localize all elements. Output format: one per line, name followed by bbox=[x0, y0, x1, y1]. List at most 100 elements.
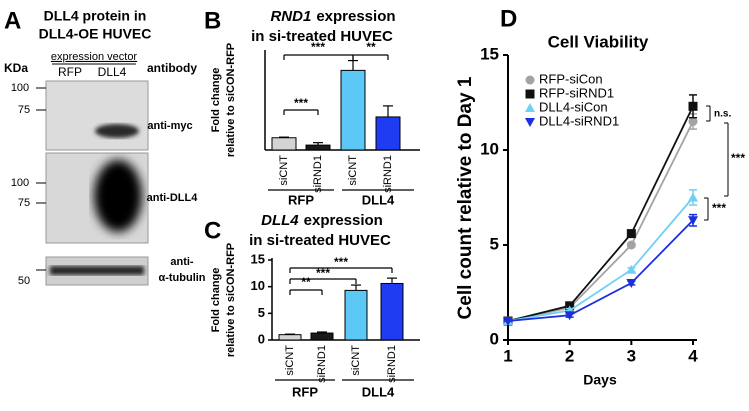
series-line bbox=[507, 219, 694, 322]
antibody-label: α-tubulin bbox=[158, 272, 205, 284]
group-label: DLL4 bbox=[362, 384, 395, 399]
title-gene: RND1 bbox=[270, 8, 311, 25]
significance: *** bbox=[316, 266, 330, 280]
mw-marker: 100 bbox=[11, 177, 29, 189]
x-tick-label: siRND1 bbox=[316, 345, 328, 383]
x-tick-label: 2 bbox=[565, 346, 574, 365]
marker bbox=[688, 101, 698, 111]
marker bbox=[626, 279, 637, 288]
x-tick-label: 1 bbox=[503, 346, 512, 365]
title-gene: DLL4 bbox=[261, 212, 299, 229]
y-axis-label: relative to siCON-RFP bbox=[225, 243, 237, 357]
legend-label: RFP-siCon bbox=[539, 71, 603, 86]
bar bbox=[278, 334, 302, 341]
antibody-label: anti-DLL4 bbox=[147, 192, 199, 204]
panel-letter: C bbox=[204, 217, 221, 244]
blot bbox=[45, 80, 149, 151]
significance: *** bbox=[311, 40, 325, 54]
mw-marker: 75 bbox=[18, 197, 30, 209]
x-axis-label: Days bbox=[583, 372, 617, 388]
antibody-header: antibody bbox=[147, 61, 197, 75]
legend-label: RFP-siRND1 bbox=[539, 85, 614, 100]
x-tick-label: siCNT bbox=[347, 155, 359, 186]
legend-label: DLL4-siCon bbox=[539, 99, 608, 114]
antibody-label: anti-myc bbox=[147, 120, 192, 132]
significance: *** bbox=[731, 151, 745, 165]
panel-title: DLL4 protein in bbox=[44, 8, 147, 24]
x-tick-label: siRND1 bbox=[382, 155, 394, 193]
chart-title: Cell Viability bbox=[548, 32, 649, 51]
panel-letter: B bbox=[204, 7, 221, 34]
bar bbox=[305, 144, 331, 151]
series-line bbox=[507, 121, 694, 322]
title-text: expression bbox=[316, 8, 395, 25]
chart-title: DLL4 expression bbox=[261, 212, 383, 229]
y-tick-label: 0 bbox=[258, 331, 265, 346]
significance: n.s. bbox=[714, 109, 731, 120]
vector-label: expression vector bbox=[51, 51, 138, 63]
bar bbox=[344, 289, 368, 341]
marker bbox=[626, 264, 637, 274]
lane-label: RFP bbox=[58, 65, 82, 79]
marker bbox=[564, 311, 575, 321]
y-tick-label: 15 bbox=[251, 251, 265, 266]
marker bbox=[525, 103, 535, 112]
bar bbox=[271, 137, 297, 151]
title-text: expression bbox=[304, 212, 383, 229]
y-axis-label: Fold change bbox=[210, 268, 222, 333]
x-tick-label: siRND1 bbox=[312, 155, 324, 193]
marker bbox=[525, 75, 535, 85]
chart-title: in si-treated HUVEC bbox=[251, 28, 393, 45]
group-label: RFP bbox=[288, 192, 314, 207]
significance: *** bbox=[294, 96, 308, 110]
x-tick-label: siRND1 bbox=[386, 345, 398, 383]
marker bbox=[525, 89, 535, 99]
chart-title: in si-treated HUVEC bbox=[249, 232, 391, 249]
kda-label: KDa bbox=[4, 61, 28, 75]
x-tick-label: siCNT bbox=[350, 345, 362, 376]
mw-marker: 50 bbox=[18, 275, 30, 287]
y-axis-label: relative to siCON-RFP bbox=[225, 43, 237, 157]
y-tick-label: 5 bbox=[490, 234, 499, 253]
panel-letter: D bbox=[500, 5, 517, 32]
significance: *** bbox=[334, 255, 348, 269]
x-tick-label: 4 bbox=[688, 346, 698, 365]
marker bbox=[688, 216, 698, 226]
group-label: RFP bbox=[292, 384, 318, 399]
blot-band bbox=[50, 266, 144, 275]
panel-letter: A bbox=[4, 7, 21, 34]
series-line bbox=[507, 105, 694, 322]
bar bbox=[310, 332, 334, 341]
marker bbox=[688, 192, 698, 202]
y-tick-label: 10 bbox=[480, 139, 499, 158]
bar bbox=[340, 69, 366, 151]
blot-band bbox=[94, 160, 142, 232]
panel-a: A DLL4 protein in DLL4-OE HUVEC expressi… bbox=[4, 7, 206, 287]
marker bbox=[503, 317, 513, 326]
marker bbox=[525, 118, 535, 127]
marker bbox=[626, 229, 636, 239]
marker bbox=[626, 240, 636, 250]
y-tick-label: 15 bbox=[480, 44, 499, 63]
bar bbox=[380, 282, 404, 341]
significance: ** bbox=[366, 40, 376, 54]
panel-title: DLL4-OE HUVEC bbox=[39, 26, 152, 42]
y-axis-label: Fold change bbox=[210, 68, 222, 133]
y-tick-label: 5 bbox=[258, 305, 265, 320]
mw-marker: 100 bbox=[11, 82, 29, 94]
y-tick-label: 0 bbox=[490, 329, 499, 348]
mw-marker: 75 bbox=[18, 104, 30, 116]
x-tick-label: 3 bbox=[627, 346, 636, 365]
x-tick-label: siCNT bbox=[278, 155, 290, 186]
charts: B RND1 expression in si-treated HUVEC Fold c… bbox=[204, 5, 745, 399]
chart-title: RND1 expression bbox=[270, 8, 395, 25]
significance: *** bbox=[712, 201, 726, 215]
x-tick-label: siCNT bbox=[284, 345, 296, 376]
bar bbox=[375, 116, 401, 151]
blot-band bbox=[95, 124, 139, 138]
marker bbox=[688, 117, 698, 126]
series-line bbox=[507, 196, 694, 322]
y-axis-label: Cell count relative to Day 1 bbox=[455, 76, 476, 319]
lane-label: DLL4 bbox=[98, 65, 127, 79]
